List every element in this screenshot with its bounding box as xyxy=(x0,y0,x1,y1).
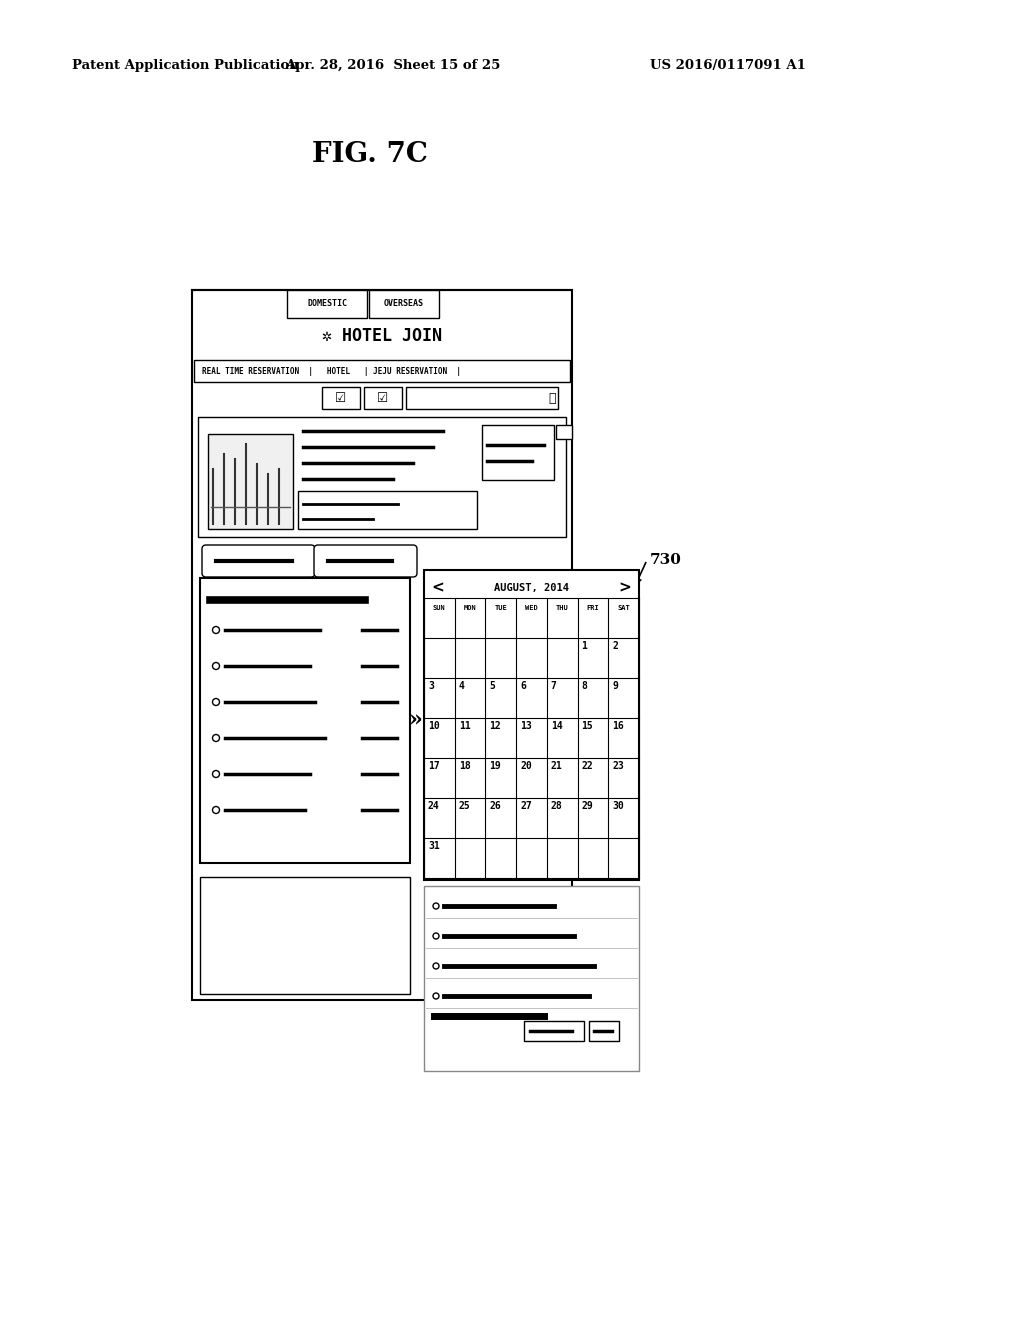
Text: 26: 26 xyxy=(489,801,501,810)
Text: 24: 24 xyxy=(428,801,439,810)
Text: 13: 13 xyxy=(520,721,531,731)
Text: 2: 2 xyxy=(612,642,618,651)
Text: 9: 9 xyxy=(612,681,618,690)
Text: 21: 21 xyxy=(551,762,562,771)
Text: DOMESTIC: DOMESTIC xyxy=(307,300,347,309)
Text: AUGUST, 2014: AUGUST, 2014 xyxy=(494,583,568,593)
Text: 8: 8 xyxy=(582,681,588,690)
Text: 16: 16 xyxy=(612,721,624,731)
Text: 6: 6 xyxy=(520,681,526,690)
Text: >: > xyxy=(618,581,632,595)
Text: 14: 14 xyxy=(551,721,562,731)
Text: 12: 12 xyxy=(489,721,501,731)
Text: US 2016/0117091 A1: US 2016/0117091 A1 xyxy=(650,58,806,71)
Text: 10: 10 xyxy=(428,721,439,731)
Bar xyxy=(200,876,410,994)
Text: 1: 1 xyxy=(582,642,588,651)
Text: 4: 4 xyxy=(459,681,465,690)
Bar xyxy=(369,290,439,318)
Text: WED: WED xyxy=(525,605,538,611)
Bar xyxy=(556,425,572,440)
Bar xyxy=(424,570,639,880)
Text: 3: 3 xyxy=(428,681,434,690)
Text: 30: 30 xyxy=(612,801,624,810)
Text: Patent Application Publication: Patent Application Publication xyxy=(72,58,299,71)
Bar xyxy=(589,1020,618,1041)
Text: Apr. 28, 2016  Sheet 15 of 25: Apr. 28, 2016 Sheet 15 of 25 xyxy=(286,58,501,71)
Bar xyxy=(322,387,360,409)
Text: 27: 27 xyxy=(520,801,531,810)
Text: SUN: SUN xyxy=(433,605,445,611)
FancyBboxPatch shape xyxy=(202,545,315,577)
FancyBboxPatch shape xyxy=(314,545,417,577)
Text: FIG. 7C: FIG. 7C xyxy=(312,141,428,169)
Text: 17: 17 xyxy=(428,762,439,771)
Bar xyxy=(287,290,367,318)
Text: 28: 28 xyxy=(551,801,562,810)
Text: THU: THU xyxy=(556,605,568,611)
Text: ⌕: ⌕ xyxy=(548,392,556,404)
Text: 29: 29 xyxy=(582,801,593,810)
Text: 22: 22 xyxy=(582,762,593,771)
Bar xyxy=(482,425,554,480)
Text: ✲ HOTEL JOIN: ✲ HOTEL JOIN xyxy=(322,327,442,345)
Text: 31: 31 xyxy=(428,841,439,851)
Text: TUE: TUE xyxy=(495,605,507,611)
Bar xyxy=(208,434,293,529)
Text: SAT: SAT xyxy=(617,605,630,611)
Text: 730: 730 xyxy=(650,553,682,568)
Bar xyxy=(198,417,566,537)
Text: 18: 18 xyxy=(459,762,470,771)
Bar xyxy=(194,360,570,381)
Bar xyxy=(424,886,639,1071)
Text: FRI: FRI xyxy=(587,605,599,611)
Text: 15: 15 xyxy=(582,721,593,731)
Text: DOMESTIC: DOMESTIC xyxy=(307,300,347,309)
Text: <: < xyxy=(432,581,444,595)
Text: »: » xyxy=(409,709,423,731)
Text: REAL TIME RESERVATION  |   HOTEL   | JEJU RESERVATION  |: REAL TIME RESERVATION | HOTEL | JEJU RES… xyxy=(202,367,461,375)
Text: 25: 25 xyxy=(459,801,470,810)
Text: ☑: ☑ xyxy=(378,392,389,404)
Text: 20: 20 xyxy=(520,762,531,771)
Bar xyxy=(298,491,477,529)
Bar xyxy=(200,578,410,863)
Text: 19: 19 xyxy=(489,762,501,771)
Bar xyxy=(524,1020,584,1041)
Bar xyxy=(406,387,558,409)
Text: 5: 5 xyxy=(489,681,496,690)
Bar xyxy=(364,387,402,409)
Text: 11: 11 xyxy=(459,721,470,731)
Text: ☑: ☑ xyxy=(336,392,347,404)
Text: MON: MON xyxy=(464,605,476,611)
Text: 7: 7 xyxy=(551,681,557,690)
Bar xyxy=(193,290,572,1001)
Text: 23: 23 xyxy=(612,762,624,771)
Text: OVERSEAS: OVERSEAS xyxy=(384,300,424,309)
